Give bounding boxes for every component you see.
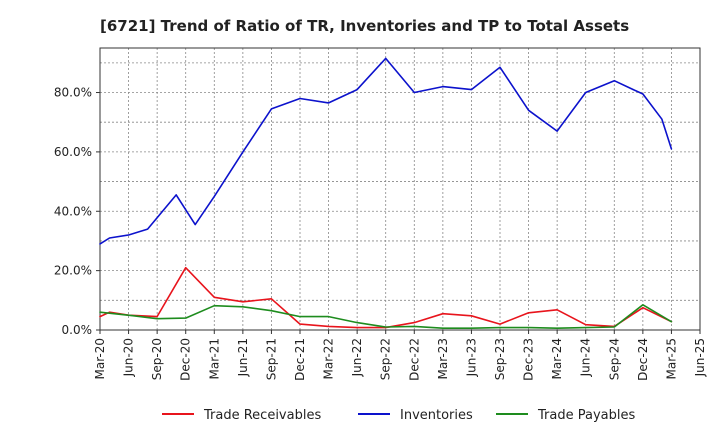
x-tick-label: Mar-24 <box>550 338 564 379</box>
x-tick-label: Dec-23 <box>522 338 536 381</box>
series-line-trade-receivables <box>99 266 673 329</box>
chart-title: [6721] Trend of Ratio of TR, Inventories… <box>100 17 629 35</box>
legend-label-trade-receivables: Trade Receivables <box>203 408 321 423</box>
legend-label-inventories: Inventories <box>400 408 473 423</box>
plot-area <box>99 47 701 331</box>
legend: Trade Receivables Inventories Trade Payabl… <box>162 408 635 423</box>
x-tick-label: Jun-20 <box>122 338 136 377</box>
x-tick-label: Dec-20 <box>179 338 193 381</box>
x-tick-label: Jun-21 <box>236 338 250 377</box>
x-tick-label: Jun-25 <box>693 338 707 377</box>
x-tick-label: Sep-22 <box>379 338 393 380</box>
y-tick-label: 40.0% <box>54 204 92 218</box>
x-tick-label: Mar-23 <box>436 338 450 379</box>
x-tick-label: Jun-24 <box>579 338 593 377</box>
y-tick-label: 0.0% <box>62 323 93 337</box>
y-tick-label: 60.0% <box>54 145 92 159</box>
x-tick-label: Dec-24 <box>636 338 650 381</box>
x-tick-label: Mar-25 <box>664 338 678 379</box>
grid-lines <box>99 48 701 330</box>
x-tick-label: Mar-21 <box>207 338 221 379</box>
series-line-trade-payables <box>99 303 673 330</box>
x-tick-label: Sep-23 <box>493 338 507 380</box>
series-line-inventories <box>99 57 673 245</box>
legend-label-trade-payables: Trade Payables <box>537 408 635 423</box>
x-tick-label: Dec-21 <box>293 338 307 381</box>
y-tick-label: 80.0% <box>54 86 92 100</box>
x-tick-label: Mar-20 <box>93 338 107 379</box>
x-tick-label: Sep-20 <box>150 338 164 380</box>
y-tick-label: 20.0% <box>54 264 92 278</box>
x-tick-label: Jun-23 <box>464 338 478 377</box>
x-tick-label: Jun-22 <box>350 338 364 377</box>
series-lines <box>99 57 673 330</box>
x-tick-label: Dec-22 <box>407 338 421 381</box>
y-axis-ticks: 0.0% 20.0% 40.0% 60.0% 80.0% <box>54 86 100 337</box>
x-tick-label: Sep-21 <box>264 338 278 380</box>
x-tick-label: Sep-24 <box>607 338 621 380</box>
x-tick-label: Mar-22 <box>322 338 336 379</box>
x-axis-ticks: Mar-20 Jun-20 Sep-20 Dec-20 Mar-21 Jun-21 Sep-… <box>93 330 707 381</box>
